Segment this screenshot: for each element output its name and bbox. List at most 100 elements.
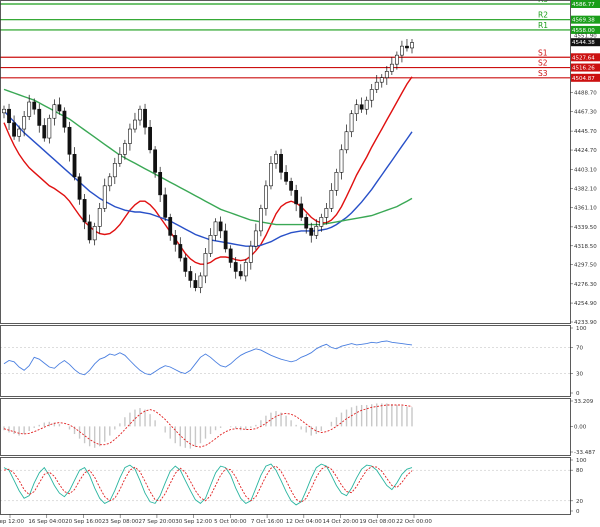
price-tick-label: 4254.90 — [574, 301, 597, 307]
time-tick-label: 27 Sep 20:00 — [139, 519, 176, 525]
price-tick-label: 4297.50 — [574, 263, 597, 269]
time-tick-label: 19 Oct 08:00 — [359, 519, 395, 525]
candle-body — [92, 226, 97, 241]
level-price-tag-bg — [571, 63, 600, 72]
level-price-tag: 4558.00 — [572, 28, 595, 34]
price-tick-label: 4382.10 — [574, 186, 597, 192]
candle-body — [2, 108, 6, 114]
candle-body — [344, 131, 349, 151]
candle-body — [264, 185, 268, 209]
candle-body — [27, 101, 32, 117]
candle-body — [62, 110, 67, 128]
candle-body — [309, 227, 314, 236]
price-tick-label: 4467.30 — [574, 110, 597, 116]
price-axis: 4488.70 4467.30 4445.70 4424.70 4403.10 4382.… — [570, 33, 600, 326]
candle-body — [42, 125, 47, 139]
last-price-tag: 4544.38 — [572, 40, 595, 46]
time-tick-label: 20 Sep 16:00 — [65, 519, 102, 525]
time-tick-label: 14 Oct 20:00 — [323, 519, 359, 525]
candle-body — [334, 172, 339, 191]
candle-body — [410, 42, 414, 49]
candle-body — [17, 128, 22, 137]
price-tick-label: 4403.10 — [574, 168, 597, 174]
time-tick-label: 16 Sep 04:00 — [28, 519, 65, 525]
osc3-tick-label: 100 — [576, 458, 587, 464]
panel-frame-2 — [0, 325, 571, 397]
candle-body — [102, 185, 107, 209]
oscillator-2-panel: 33.209 0.00 -33.487 — [3, 399, 596, 456]
candle-body — [269, 163, 273, 187]
candle-body — [228, 248, 233, 263]
candle-body — [405, 45, 409, 49]
osc3-tick-label: 0 — [576, 509, 580, 515]
candle-body — [364, 99, 369, 110]
candle-body — [279, 153, 283, 173]
candle-body — [384, 71, 389, 78]
price-tick-label: 4339.50 — [574, 225, 597, 231]
candle-body — [153, 149, 158, 173]
candle-body — [274, 153, 278, 164]
level-price-tag-bg — [571, 0, 600, 8]
candle-body — [253, 230, 258, 247]
osc3-line-1 — [3, 463, 413, 506]
candle-body — [47, 117, 52, 139]
candle-body — [379, 77, 384, 83]
candle-body — [178, 244, 183, 259]
candle-body — [77, 176, 82, 200]
candle-body — [258, 208, 263, 232]
candle-body — [304, 217, 309, 229]
candle-body — [7, 108, 11, 124]
price-tick-label: 4233.90 — [574, 320, 597, 326]
price-tick-label: 4424.70 — [574, 148, 597, 154]
oscillator-3-panel: 100 80 20 0 — [0, 458, 587, 515]
candle-body — [143, 108, 147, 128]
osc1-tick-label: 30 — [576, 372, 583, 378]
level-label-s3: S3 — [538, 69, 548, 78]
pivot-levels: R3 4586.77 R2 4569.38 R1 4558.00 S1 4527.64 S2 45… — [0, 0, 600, 82]
candle-body — [107, 176, 112, 187]
price-tick-label: 4361.10 — [574, 205, 597, 211]
candle-body — [299, 203, 304, 218]
osc1-tick-label: 0 — [576, 391, 580, 397]
candle-body — [223, 230, 228, 250]
candle-body — [243, 262, 248, 277]
osc3-tick-label: 80 — [576, 468, 583, 474]
candle-body — [389, 63, 394, 72]
osc3-line-2 — [3, 465, 413, 503]
osc1-line-1 — [3, 340, 413, 376]
candle-body — [67, 126, 72, 155]
candle-body — [133, 119, 137, 130]
candle-body — [12, 122, 16, 137]
candle-body — [203, 253, 208, 277]
candle-body — [289, 181, 294, 191]
candle-body — [117, 153, 122, 164]
candle-body — [57, 104, 62, 112]
osc2-tick-label: 33.209 — [574, 399, 594, 405]
candle-body — [112, 163, 117, 178]
time-tick-label: 5 Oct 00:00 — [214, 519, 247, 525]
candle-body — [208, 235, 213, 254]
candle-body — [359, 104, 364, 110]
time-tick-label: 30 Sep 12:00 — [175, 519, 212, 525]
candle-body — [218, 221, 223, 232]
level-price-tag-bg — [571, 25, 600, 34]
osc2-signal-line — [3, 404, 413, 448]
osc2-tick-label: 0.00 — [574, 424, 587, 430]
time-tick-label: 7 Oct 16:00 — [251, 519, 284, 525]
price-tick-label: 4276.30 — [574, 282, 597, 288]
time-tick-label: 12 Oct 04:00 — [286, 519, 322, 525]
candle-body — [158, 172, 163, 196]
candle-body — [198, 275, 203, 288]
candlesticks — [2, 38, 414, 294]
candle-body — [238, 271, 243, 277]
candle-body — [374, 81, 379, 90]
price-tick-label: 4318.50 — [574, 244, 597, 250]
candle-body — [193, 280, 198, 288]
level-price-tag-bg — [571, 73, 600, 82]
osc1-tick-label: 100 — [576, 326, 587, 332]
candle-body — [173, 235, 178, 245]
candle-body — [163, 194, 168, 218]
candle-body — [339, 149, 344, 173]
